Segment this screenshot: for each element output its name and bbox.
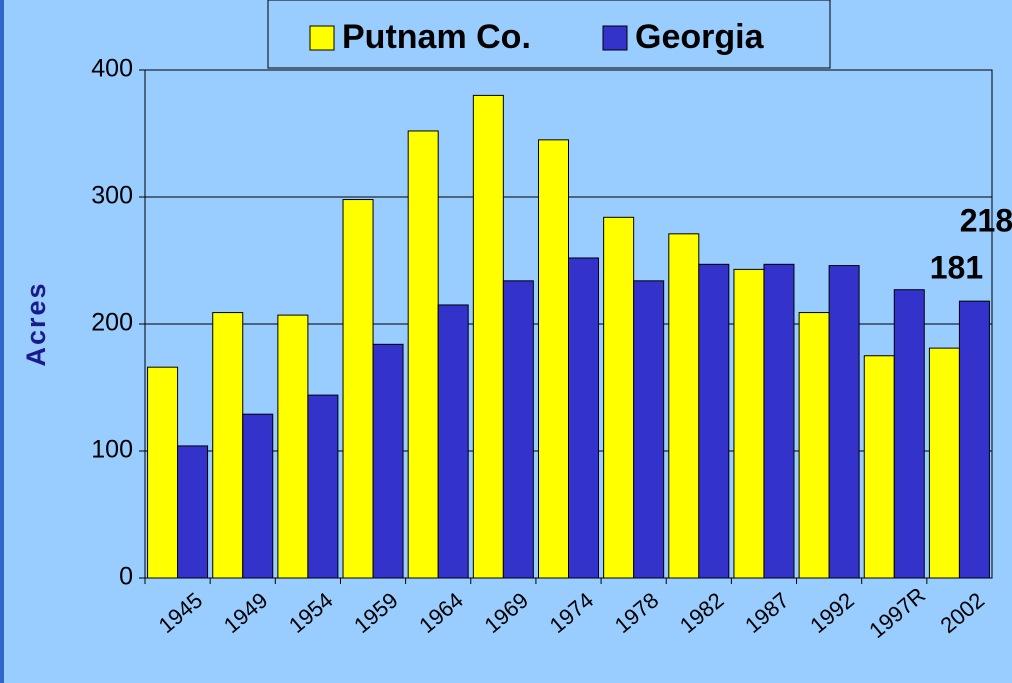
window-border <box>0 0 4 683</box>
y-tick-label: 400 <box>91 55 133 83</box>
bar <box>342 199 374 579</box>
bar <box>538 139 569 579</box>
bar <box>147 366 179 579</box>
bar <box>502 280 534 579</box>
data-label: 181 <box>930 250 983 286</box>
bar <box>437 304 469 579</box>
bar <box>242 413 274 579</box>
bar <box>472 94 504 579</box>
y-tick-label: 0 <box>119 563 133 591</box>
bar <box>828 265 860 579</box>
bar <box>733 268 765 579</box>
bar <box>212 312 244 579</box>
bar <box>568 257 599 579</box>
y-tick-label: 100 <box>91 436 133 464</box>
legend-swatch <box>309 25 335 51</box>
bar <box>928 347 960 579</box>
bar <box>863 355 895 579</box>
data-label: 218 <box>960 203 1012 239</box>
bar <box>763 263 795 579</box>
bar <box>958 300 990 579</box>
bar <box>603 216 635 579</box>
legend-label: Putnam Co. <box>342 18 531 56</box>
legend-label: Georgia <box>635 18 765 56</box>
bar <box>798 312 830 579</box>
y-axis-title: Acres <box>21 281 51 366</box>
bar <box>633 280 665 579</box>
bar <box>177 445 209 579</box>
y-tick-label: 300 <box>91 182 133 210</box>
bar <box>698 263 730 579</box>
bar <box>893 289 925 579</box>
bar <box>407 130 439 579</box>
bar <box>668 233 700 579</box>
legend-swatch <box>602 25 628 51</box>
bar <box>277 314 309 579</box>
y-tick-label: 200 <box>91 309 133 337</box>
bar <box>307 394 339 579</box>
legend-box <box>267 0 831 69</box>
bar <box>372 343 404 579</box>
